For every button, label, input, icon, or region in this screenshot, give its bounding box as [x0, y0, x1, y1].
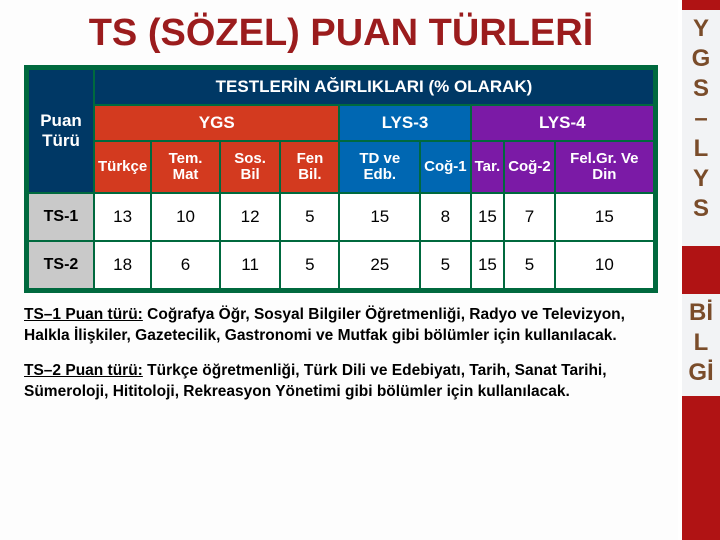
table-sub-header: Türkçe — [94, 141, 151, 193]
table-cell: 7 — [504, 193, 555, 241]
badge-char: S — [682, 194, 720, 224]
table-header-row-1: Puan Türü TESTLERİN AĞIRLIKLARI (% OLARA… — [28, 69, 654, 105]
table-sub-header: Coğ-1 — [420, 141, 471, 193]
badge-char: L — [682, 134, 720, 164]
table-sub-header: Fen Bil. — [280, 141, 339, 193]
table-cell: 10 — [555, 241, 654, 289]
table-row-label: TS-1 — [28, 193, 94, 241]
table: Puan Türü TESTLERİN AĞIRLIKLARI (% OLARA… — [27, 68, 655, 290]
badge-char: – — [682, 104, 720, 134]
badge-char: Gİ — [682, 358, 720, 388]
desc2-lead: TS–2 Puan türü: — [24, 362, 143, 379]
table-subheader-row: TürkçeTem. MatSos. BilFen Bil.TD ve Edb.… — [28, 141, 654, 193]
table-group-header: LYS-3 — [339, 105, 470, 141]
badge-char: L — [682, 328, 720, 358]
desc1-lead: TS–1 Puan türü: — [24, 306, 143, 323]
table-sub-header: Sos. Bil — [220, 141, 280, 193]
table-group-row: YGSLYS-3LYS-4 — [28, 105, 654, 141]
badge-char: Bİ — [682, 298, 720, 328]
table-cell: 5 — [280, 193, 339, 241]
description-ts2: TS–2 Puan türü: Türkçe öğretmenliği, Tür… — [24, 361, 658, 403]
table-row: TS-218611525515510 — [28, 241, 654, 289]
table-sub-header: Fel.Gr. Ve Din — [555, 141, 654, 193]
badge-char: Y — [682, 14, 720, 44]
page-title: TS (SÖZEL) PUAN TÜRLERİ — [24, 12, 658, 55]
table-cell: 15 — [471, 241, 505, 289]
description-ts1: TS–1 Puan türü: Coğrafya Öğr, Sosyal Bil… — [24, 305, 658, 347]
table-cell: 15 — [339, 193, 420, 241]
table-cell: 25 — [339, 241, 420, 289]
table-cell: 10 — [151, 193, 220, 241]
table-cell: 8 — [420, 193, 471, 241]
table-cell: 15 — [471, 193, 505, 241]
weights-table: Puan Türü TESTLERİN AĞIRLIKLARI (% OLARA… — [24, 65, 658, 293]
table-cell: 5 — [420, 241, 471, 289]
table-cell: 18 — [94, 241, 151, 289]
table-cell: 13 — [94, 193, 151, 241]
table-row-label: TS-2 — [28, 241, 94, 289]
table-cell: 5 — [280, 241, 339, 289]
table-cell: 15 — [555, 193, 654, 241]
table-cell: 6 — [151, 241, 220, 289]
slide: TS (SÖZEL) PUAN TÜRLERİ Puan Türü TESTLE… — [0, 0, 720, 540]
table-group-header: YGS — [94, 105, 339, 141]
row-header-puan-turu: Puan Türü — [28, 69, 94, 193]
badge-char: Y — [682, 164, 720, 194]
table-row: TS-1131012515815715 — [28, 193, 654, 241]
badge-char: S — [682, 74, 720, 104]
table-cell: 11 — [220, 241, 280, 289]
badge-char: G — [682, 44, 720, 74]
table-top-header: TESTLERİN AĞIRLIKLARI (% OLARAK) — [94, 69, 654, 105]
table-cell: 5 — [504, 241, 555, 289]
table-sub-header: TD ve Edb. — [339, 141, 420, 193]
right-badge-ygs-lys: YGS–LYS — [678, 10, 720, 246]
table-group-header: LYS-4 — [471, 105, 654, 141]
table-sub-header: Coğ-2 — [504, 141, 555, 193]
table-sub-header: Tar. — [471, 141, 505, 193]
table-cell: 12 — [220, 193, 280, 241]
right-badge-bilgi: BİLGİ — [678, 294, 720, 396]
table-sub-header: Tem. Mat — [151, 141, 220, 193]
